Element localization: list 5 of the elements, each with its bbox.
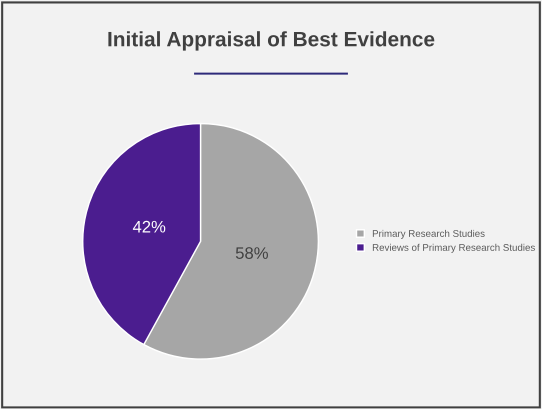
chart-title: Initial Appraisal of Best Evidence <box>108 31 434 51</box>
data-label: 58% <box>236 247 268 259</box>
legend-label: Reviews of Primary Research Studies <box>372 244 535 253</box>
data-label: 42% <box>132 220 166 233</box>
legend-label: Primary Research Studies <box>372 230 485 239</box>
